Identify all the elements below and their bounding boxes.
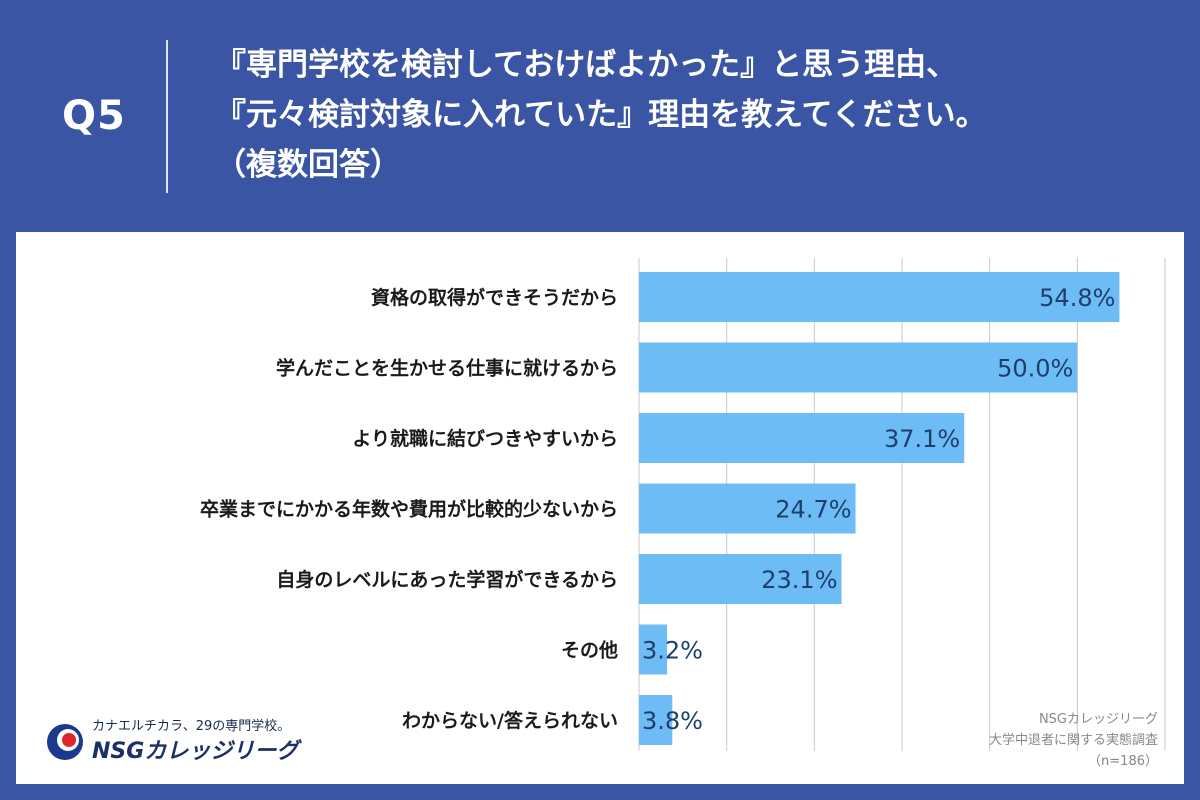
source-line-3: （n=186） (1088, 754, 1158, 769)
value-label-6: 3.2% (642, 637, 703, 665)
category-label-2: 学んだことを生かせる仕事に就けるから (276, 357, 618, 380)
bar-4 (639, 483, 856, 534)
header-divider (166, 40, 168, 193)
logo-name: NSGカレッジリーグ (92, 739, 299, 764)
bar-1 (639, 272, 1120, 322)
bar-7 (639, 695, 673, 745)
question-title-line-2: 『元々検討対象に入れていた』理由を教えてください。 (215, 97, 987, 133)
category-label-4: 卒業までにかかる年数や費用が比較的少ないから (200, 498, 618, 521)
value-label-4: 24.7% (775, 496, 851, 524)
question-number: Q5 (62, 93, 126, 139)
value-label-3: 37.1% (884, 425, 960, 453)
category-label-1: 資格の取得ができそうだから (371, 286, 618, 309)
bar-5 (639, 554, 842, 604)
nsg-logo-mark-icon (47, 724, 83, 760)
value-label-5: 23.1% (761, 566, 837, 594)
category-label-6: その他 (561, 639, 618, 662)
question-title-line-3: （複数回答） (215, 147, 401, 183)
source-line-1: NSGカレッジリーグ (1038, 712, 1158, 727)
header: Q5 『専門学校を検討しておけばよかった』と思う理由、 『元々検討対象に入れてい… (0, 0, 1200, 232)
question-title: 『専門学校を検討しておけばよかった』と思う理由、 『元々検討対象に入れていた』理… (215, 40, 1175, 190)
logo-tagline: カナエルチカラ、29の専門学校。 (92, 719, 291, 734)
bar-6 (639, 624, 668, 675)
category-label-3: より就職に結びつきやすいから (352, 427, 618, 450)
value-label-7: 3.8% (642, 707, 703, 735)
question-title-line-1: 『専門学校を検討しておけばよかった』と思う理由、 (215, 47, 958, 83)
source-note: NSGカレッジリーグ 大学中退者に関する実態調査 （n=186） (989, 709, 1158, 772)
value-label-2: 50.0% (997, 355, 1073, 383)
bar-3 (639, 413, 965, 463)
value-label-1: 54.8% (1039, 284, 1115, 312)
source-line-2: 大学中退者に関する実態調査 (988, 733, 1158, 748)
category-label-5: 自身のレベルにあった学習ができるから (276, 568, 618, 591)
bar-2 (639, 342, 1078, 393)
category-label-7: わからない/答えられない (402, 709, 618, 732)
nsg-logo: カナエルチカラ、29の専門学校。 NSGカレッジリーグ (44, 715, 298, 765)
